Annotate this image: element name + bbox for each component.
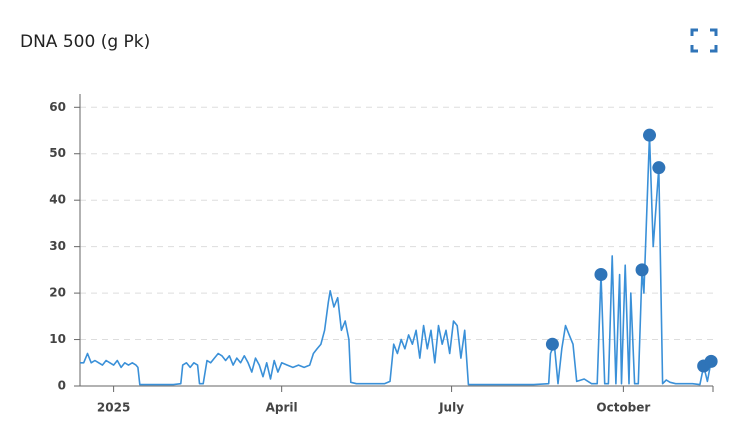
- data-line: [80, 134, 712, 386]
- x-tick-label: 2025: [97, 401, 130, 415]
- data-point: [652, 161, 666, 175]
- data-point: [635, 263, 649, 277]
- y-tick-label: 50: [49, 146, 66, 160]
- y-tick-label: 40: [49, 193, 66, 207]
- x-tick-label: April: [266, 401, 298, 415]
- data-point: [545, 337, 559, 351]
- x-tick-label: July: [438, 401, 464, 415]
- chart-title: DNA 500 (g Pk): [20, 32, 150, 52]
- expand-icon[interactable]: [690, 28, 718, 53]
- y-tick-label: 60: [49, 100, 66, 114]
- y-tick-label: 20: [49, 286, 66, 300]
- data-point: [594, 268, 608, 282]
- data-point: [643, 128, 657, 142]
- x-tick-label: October: [596, 401, 650, 415]
- data-point: [704, 354, 718, 368]
- y-tick-label: 30: [49, 239, 66, 253]
- y-tick-label: 0: [58, 379, 66, 393]
- y-tick-label: 10: [49, 332, 66, 346]
